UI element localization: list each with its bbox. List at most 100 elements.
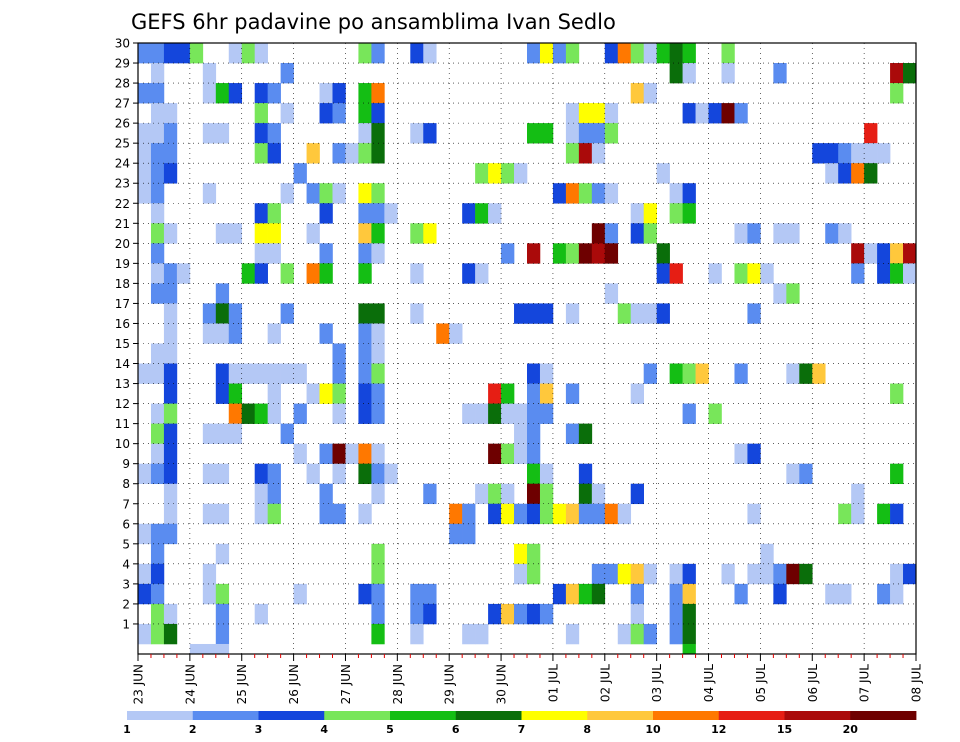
heatmap-cell [410, 603, 424, 625]
heatmap-cell [319, 83, 333, 104]
heatmap-cell [410, 43, 424, 64]
heatmap-cell [138, 43, 152, 64]
heatmap-cell [254, 403, 268, 424]
heatmap-cell [423, 43, 437, 64]
heatmap-cell [851, 263, 865, 284]
heatmap-cell [138, 563, 152, 585]
x-tick-label: 06 JUL [806, 664, 820, 702]
colorbar-label: 6 [452, 723, 460, 736]
heatmap-cell [267, 403, 281, 424]
colorbar-label: 8 [583, 723, 591, 736]
heatmap-cell [682, 363, 696, 384]
y-tick-label: 4 [122, 557, 130, 571]
x-tick-label: 24 JUN [183, 664, 197, 704]
heatmap-cell [319, 443, 333, 464]
heatmap-cell [864, 143, 878, 164]
heatmap-cell [773, 583, 787, 605]
heatmap-cell [825, 143, 839, 164]
heatmap-cell [539, 483, 554, 505]
heatmap-cell [825, 163, 839, 184]
heatmap-cell [267, 243, 281, 264]
heatmap-cell [527, 383, 541, 404]
heatmap-cell [760, 263, 774, 284]
y-tick-label: 25 [115, 137, 130, 151]
heatmap-cell [254, 103, 268, 124]
heatmap-cell [578, 463, 593, 485]
heatmap-cell [306, 223, 320, 244]
heatmap-cell [176, 43, 191, 64]
heatmap-cell [138, 143, 152, 164]
heatmap-cell [669, 623, 683, 645]
heatmap-cell [552, 503, 567, 525]
heatmap-cell [254, 603, 268, 625]
heatmap-cell [358, 243, 372, 264]
heatmap-cell [293, 583, 307, 605]
y-tick-label: 13 [115, 377, 130, 391]
heatmap-cell [682, 203, 696, 224]
heatmap-cell [527, 443, 541, 464]
heatmap-cell [462, 503, 476, 525]
heatmap-cell [462, 403, 476, 424]
heatmap-cell [371, 183, 385, 204]
heatmap-cell [280, 183, 294, 204]
heatmap-cell [202, 643, 217, 655]
heatmap-cell [150, 403, 165, 424]
x-tick-label: 03 JUL [650, 664, 664, 702]
heatmap-cell [773, 63, 787, 84]
heatmap-cell [410, 623, 424, 645]
heatmap-cell [228, 223, 243, 244]
heatmap-cell [150, 623, 165, 645]
heatmap-cell [267, 143, 281, 164]
heatmap-cell [656, 263, 670, 284]
heatmap-cell [488, 163, 502, 184]
y-tick-label: 17 [115, 297, 130, 311]
heatmap-cell [319, 483, 333, 505]
heatmap-cell [371, 43, 385, 64]
heatmap-cell [449, 503, 463, 525]
heatmap-cell [682, 403, 696, 424]
heatmap-cell [371, 343, 385, 364]
colorbar-swatch [258, 711, 325, 720]
heatmap-cell [449, 523, 463, 545]
heatmap-cell [163, 323, 178, 344]
heatmap-cell [747, 223, 761, 244]
heatmap-cell [371, 123, 385, 144]
heatmap-cell [345, 143, 359, 164]
heatmap-cell [877, 143, 891, 164]
heatmap-cell [565, 43, 580, 64]
heatmap-cell [163, 383, 178, 404]
heatmap-cell [630, 83, 644, 104]
y-tick-label: 22 [115, 197, 130, 211]
y-tick-label: 26 [115, 117, 130, 131]
heatmap-cell [254, 363, 268, 384]
heatmap-cell [138, 83, 152, 104]
heatmap-cell [462, 263, 476, 284]
heatmap-cell [877, 263, 891, 284]
heatmap-cell [228, 383, 243, 404]
heatmap-cell [851, 483, 865, 505]
heatmap-cell [358, 103, 372, 124]
heatmap-cell [527, 483, 541, 505]
heatmap-cell [578, 243, 593, 264]
heatmap-cell [371, 443, 385, 464]
heatmap-cell [864, 123, 878, 144]
heatmap-cell [786, 463, 800, 485]
heatmap-cell [163, 223, 178, 244]
heatmap-cell [254, 243, 268, 264]
heatmap-cell [630, 563, 644, 585]
heatmap-cell [150, 423, 165, 444]
heatmap-cell [163, 523, 178, 545]
heatmap-cell [384, 203, 398, 224]
heatmap-cell [319, 183, 333, 204]
heatmap-cell [358, 143, 372, 164]
heatmap-cell [682, 563, 696, 585]
heatmap-cell [527, 43, 541, 64]
heatmap-cell [773, 563, 787, 585]
heatmap-cell [812, 363, 826, 384]
y-tick-label: 27 [115, 97, 130, 111]
heatmap-cell [527, 123, 541, 144]
heatmap-cell [552, 243, 567, 264]
heatmap-cell [371, 543, 385, 565]
heatmap-cell [747, 503, 761, 525]
heatmap-cell [462, 623, 476, 645]
